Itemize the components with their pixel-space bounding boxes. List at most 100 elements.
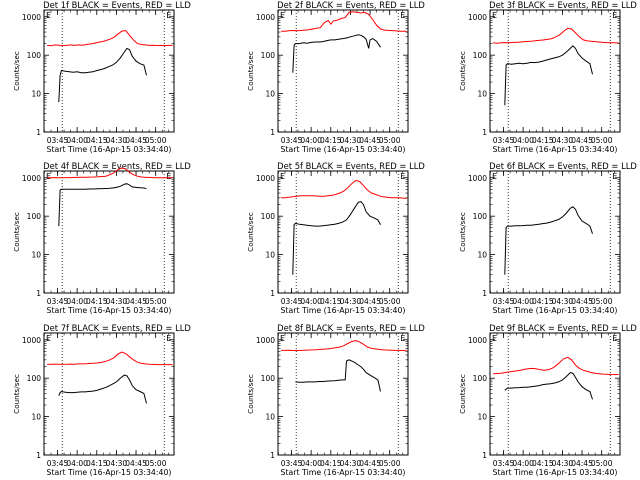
y-tick-label: 10	[31, 251, 41, 260]
x-tick-label: 05:00	[145, 136, 167, 145]
x-tick-label: 03:45	[281, 136, 303, 145]
x-tick-label: 04:45	[125, 136, 147, 145]
x-tick-label: 04:00	[66, 297, 88, 306]
y-tick-label: 100	[473, 212, 488, 221]
y-axis-label: Counts/sec	[12, 374, 21, 414]
x-tick-label: 04:30	[106, 459, 128, 468]
chart-panel-3: Det 3f BLACK = Events, RED = LLD 1 10 100 10…	[458, 0, 637, 154]
x-tick-label: 05:00	[379, 459, 401, 468]
chart-panel-6: Det 6f BLACK = Events, RED = LLD 1 10 100 10…	[458, 161, 637, 315]
x-tick-label: 03:45	[493, 459, 515, 468]
y-tick-label: 1000	[22, 336, 41, 345]
y-tick-label: 10	[477, 413, 487, 422]
plot-frame	[489, 170, 621, 294]
x-axis-label: Start Time (16-Apr-15 03:34:40)	[47, 145, 172, 154]
x-tick-label: 04:30	[340, 297, 362, 306]
events-series-line	[504, 206, 593, 275]
x-tick-label: 04:30	[552, 459, 574, 468]
y-tick-label: 1	[36, 289, 41, 298]
legend-marker: E	[46, 334, 51, 343]
x-axis-label: Start Time (16-Apr-15 03:34:40)	[493, 468, 618, 477]
plot-frame	[277, 9, 409, 133]
x-tick-label: 04:15	[532, 136, 554, 145]
y-tick-label: 10	[31, 90, 41, 99]
y-tick-label: 1000	[22, 13, 41, 22]
events-series-line	[58, 47, 147, 103]
y-tick-label: 100	[27, 374, 42, 383]
chart-title: Det 1f BLACK = Events, RED = LLD	[43, 0, 191, 10]
y-axis-label: Counts/sec	[246, 51, 255, 91]
legend-marker: E	[492, 334, 497, 343]
x-tick-label: 03:45	[281, 459, 303, 468]
legend-marker: E	[492, 172, 497, 181]
events-series-line	[295, 359, 381, 392]
y-axis-label: Counts/sec	[458, 374, 467, 414]
events-series-line	[292, 201, 381, 275]
y-tick-label: 1000	[468, 13, 487, 22]
chart-title: Det 7f BLACK = Events, RED = LLD	[43, 323, 191, 333]
plot-frame	[277, 332, 409, 456]
x-tick-label: 04:15	[532, 297, 554, 306]
y-tick-label: 10	[31, 413, 41, 422]
y-tick-label: 10	[265, 90, 275, 99]
x-tick-label: 04:45	[571, 136, 593, 145]
y-axis-label: Counts/sec	[458, 212, 467, 252]
x-axis-label: Start Time (16-Apr-15 03:34:40)	[47, 468, 172, 477]
chart-panel-1: Det 1f BLACK = Events, RED = LLD 1 10 100 10…	[12, 0, 191, 154]
x-tick-label: 04:30	[106, 297, 128, 306]
x-tick-label: 04:15	[320, 297, 342, 306]
y-axis-label: Counts/sec	[246, 212, 255, 252]
y-tick-label: 100	[261, 374, 276, 383]
y-tick-label: 100	[473, 51, 488, 60]
y-tick-label: 10	[265, 413, 275, 422]
y-tick-label: 100	[473, 374, 488, 383]
events-series-line	[292, 34, 381, 73]
y-tick-label: 1000	[22, 174, 41, 183]
x-tick-label: 03:45	[493, 136, 515, 145]
legend-marker: E	[166, 334, 171, 343]
x-axis-label: Start Time (16-Apr-15 03:34:40)	[281, 306, 406, 315]
y-tick-label: 100	[27, 212, 42, 221]
legend-marker: E	[46, 172, 51, 181]
legend-marker: E	[46, 11, 51, 20]
x-tick-label: 04:00	[300, 297, 322, 306]
legend-marker: E	[166, 172, 171, 181]
lld-series-line	[281, 340, 407, 352]
x-tick-label: 04:45	[359, 459, 381, 468]
plot-frame	[277, 170, 409, 294]
y-tick-label: 1000	[468, 174, 487, 183]
x-tick-label: 04:45	[359, 136, 381, 145]
legend-marker: E	[400, 172, 405, 181]
chart-title: Det 8f BLACK = Events, RED = LLD	[277, 323, 425, 333]
y-tick-label: 1	[36, 451, 41, 460]
y-tick-label: 10	[477, 251, 487, 260]
x-tick-label: 05:00	[591, 297, 613, 306]
x-tick-label: 05:00	[379, 136, 401, 145]
x-tick-label: 04:30	[552, 297, 574, 306]
legend-marker: E	[492, 11, 497, 20]
x-tick-label: 03:45	[47, 297, 69, 306]
events-series-line	[58, 183, 147, 227]
x-tick-label: 04:00	[512, 136, 534, 145]
x-tick-label: 05:00	[145, 459, 167, 468]
x-axis-label: Start Time (16-Apr-15 03:34:40)	[493, 306, 618, 315]
legend-marker: E	[612, 11, 617, 20]
y-tick-label: 1	[270, 451, 275, 460]
y-tick-label: 1	[270, 128, 275, 137]
y-tick-label: 1000	[256, 174, 275, 183]
y-axis-label: Counts/sec	[458, 51, 467, 91]
y-tick-label: 1	[36, 128, 41, 137]
y-tick-label: 1000	[468, 336, 487, 345]
y-tick-label: 10	[265, 251, 275, 260]
y-tick-label: 1	[270, 289, 275, 298]
legend-marker: E	[280, 334, 285, 343]
x-tick-label: 03:45	[281, 297, 303, 306]
x-axis-label: Start Time (16-Apr-15 03:34:40)	[47, 306, 172, 315]
x-tick-label: 04:15	[86, 136, 108, 145]
y-tick-label: 1000	[256, 13, 275, 22]
plot-frame	[489, 9, 621, 133]
legend-marker: E	[166, 11, 171, 20]
y-axis-label: Counts/sec	[246, 374, 255, 414]
events-series-line	[504, 45, 593, 106]
